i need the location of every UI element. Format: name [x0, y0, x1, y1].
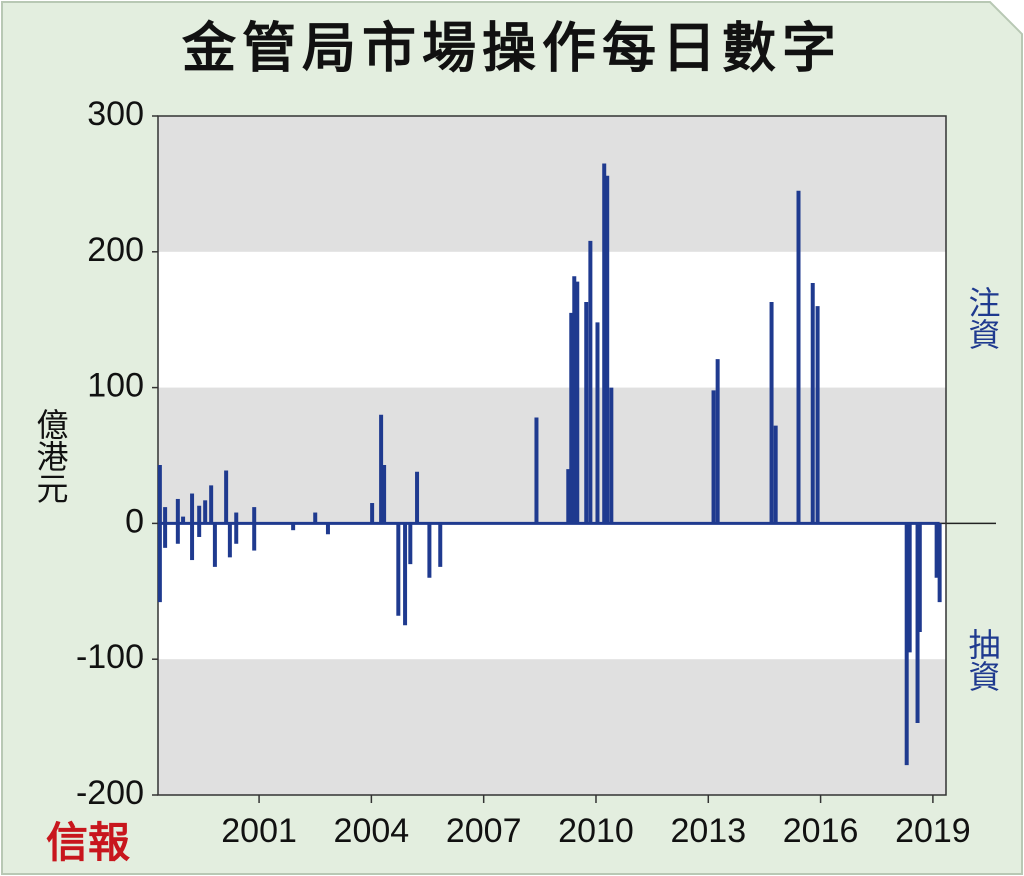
- y-tick-label: 100: [87, 367, 144, 405]
- chart-title: 金管局市場操作每日數字: [181, 18, 842, 78]
- plot-frame: [157, 115, 947, 796]
- y-tick-label: 200: [87, 231, 144, 269]
- x-tick-label: 2010: [558, 812, 634, 850]
- x-tick-label: 2001: [221, 812, 297, 850]
- x-tick-label: 2019: [895, 812, 971, 850]
- x-tick-label: 2013: [670, 812, 746, 850]
- y-tick-label: 300: [87, 95, 144, 133]
- grid-band: [158, 387, 946, 524]
- annotation: 注資: [965, 286, 1001, 350]
- x-tick-label: 2004: [334, 812, 410, 850]
- y-tick-label: 0: [125, 502, 144, 540]
- annotation: 抽資: [965, 628, 1001, 692]
- source-logo: 信報: [46, 819, 130, 866]
- y-tick-label: -200: [76, 774, 144, 812]
- y-axis-label: 億港元: [33, 408, 69, 504]
- grid-band: [158, 659, 946, 795]
- grid-band: [158, 116, 946, 252]
- x-tick-label: 2016: [783, 812, 859, 850]
- y-tick-label: -100: [76, 638, 144, 676]
- plot-area: [152, 115, 996, 803]
- x-tick-label: 2007: [446, 812, 522, 850]
